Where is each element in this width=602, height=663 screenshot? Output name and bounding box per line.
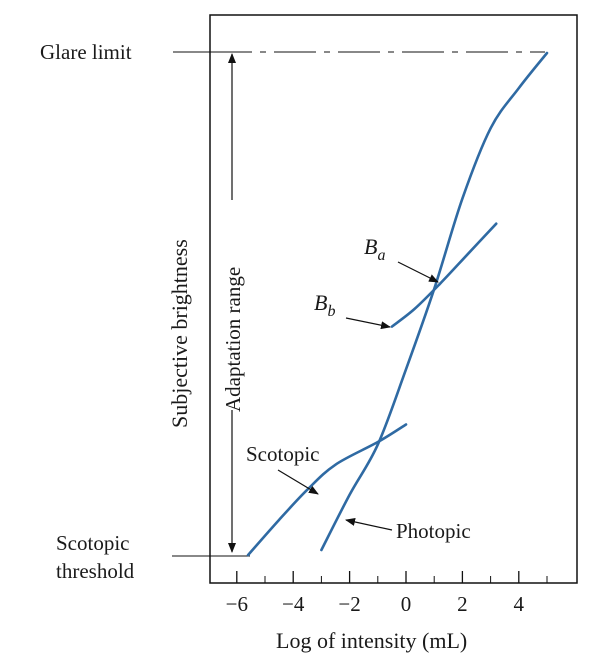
bb-label-main: B <box>314 290 327 315</box>
x-ticks: −6 −4 −2 0 2 4 <box>226 571 548 616</box>
scotopic-pointer <box>277 469 319 495</box>
scotopic-label: Scotopic <box>246 442 320 466</box>
scotopic-curve <box>246 423 408 557</box>
y-axis-label: Subjective brightness <box>167 239 192 428</box>
x-axis-label: Log of intensity (mL) <box>276 628 467 653</box>
x-tick-label: 4 <box>514 592 525 616</box>
bb-curve <box>390 222 498 328</box>
bb-label-sub: b <box>327 303 335 320</box>
scotopic-threshold-label-line1: Scotopic <box>56 531 130 555</box>
x-tick-label: −2 <box>338 592 360 616</box>
x-tick-label: −4 <box>282 592 305 616</box>
x-tick-label: 2 <box>457 592 468 616</box>
ba-label-main: B <box>364 234 377 259</box>
photopic-pointer <box>345 518 393 531</box>
ba-label: Ba <box>364 234 385 264</box>
adaptation-range-label: Adaptation range <box>221 267 245 412</box>
x-tick-label: 0 <box>401 592 412 616</box>
scotopic-threshold-label-line2: threshold <box>56 559 135 583</box>
ba-pointer <box>397 261 439 283</box>
bb-label: Bb <box>314 290 335 320</box>
photopic-curve <box>320 51 549 552</box>
bb-pointer <box>345 317 391 330</box>
x-tick-label: −6 <box>226 592 248 616</box>
plot-frame <box>209 14 578 584</box>
photopic-label: Photopic <box>396 519 471 543</box>
ba-label-sub: a <box>377 247 385 264</box>
glare-limit-label: Glare limit <box>40 40 132 64</box>
